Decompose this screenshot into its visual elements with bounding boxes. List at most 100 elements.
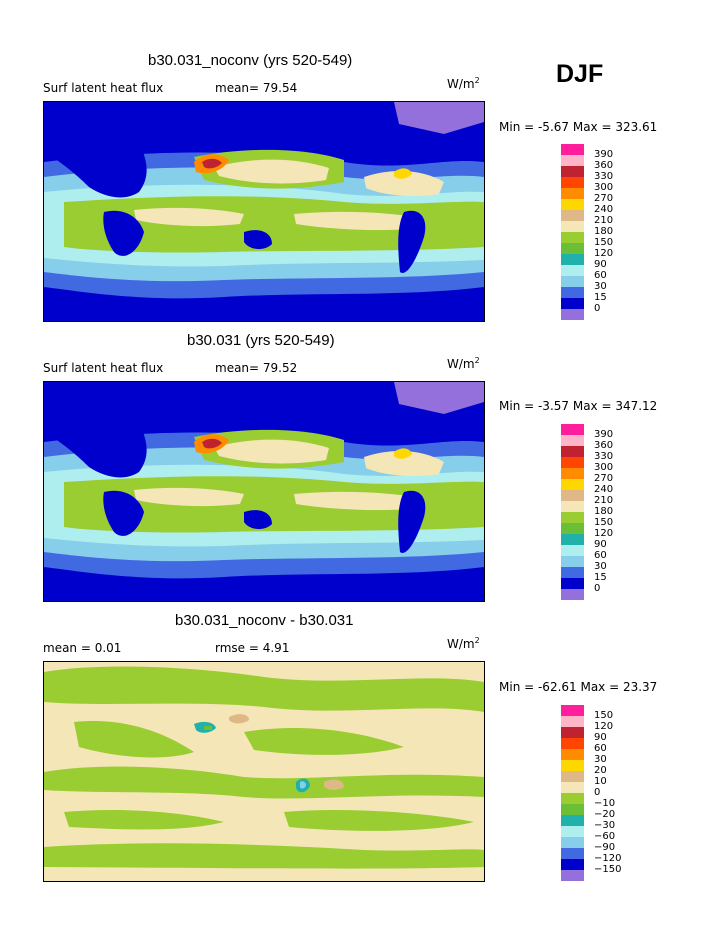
- colorbar-label: 180: [594, 226, 614, 237]
- colorbar-label: 15: [594, 572, 607, 583]
- colorbar-swatch: [561, 457, 584, 468]
- colorbar-label: 300: [594, 182, 614, 193]
- colorbar-label: 150: [594, 237, 614, 248]
- season-label: DJF: [556, 60, 604, 88]
- colorbar-label: 270: [594, 193, 614, 204]
- colorbar-label: 0: [594, 787, 601, 798]
- colorbar-label: 390: [594, 429, 614, 440]
- panel-3-map-field: [44, 662, 484, 881]
- panel-2-minmax: Min = -3.57 Max = 347.12: [499, 399, 658, 413]
- colorbar-swatch: [561, 771, 584, 782]
- colorbar-swatch: [561, 705, 584, 716]
- colorbar-swatch: [561, 727, 584, 738]
- colorbar-label: 90: [594, 539, 607, 550]
- colorbar-label: 210: [594, 495, 614, 506]
- colorbar-swatch: [561, 870, 584, 881]
- colorbar-swatch: [561, 512, 584, 523]
- colorbar-label: 60: [594, 550, 607, 561]
- colorbar-swatch: [561, 221, 584, 232]
- colorbar-swatch: [561, 276, 584, 287]
- colorbar-label: 360: [594, 160, 614, 171]
- colorbar-swatch: [561, 523, 584, 534]
- colorbar-swatch: [561, 435, 584, 446]
- colorbar-swatch: [561, 177, 584, 188]
- colorbar-label: 30: [594, 754, 607, 765]
- colorbar-swatch: [561, 716, 584, 727]
- colorbar-label: 120: [594, 721, 614, 732]
- panel-3-title: b30.031_noconv - b30.031: [175, 612, 354, 629]
- colorbar-label: 30: [594, 281, 607, 292]
- colorbar-swatch: [561, 501, 584, 512]
- colorbar-swatch: [561, 188, 584, 199]
- colorbar-label: 0: [594, 583, 601, 594]
- colorbar-label: −90: [594, 842, 616, 853]
- panel-1-map: [43, 101, 485, 322]
- colorbar-label: 120: [594, 248, 614, 259]
- colorbar-swatch: [561, 298, 584, 309]
- panel-2-units: W/m2: [447, 356, 480, 371]
- colorbar-swatch: [561, 144, 584, 155]
- colorbar-label: 15: [594, 292, 607, 303]
- colorbar-swatch: [561, 782, 584, 793]
- colorbar-swatch: [561, 793, 584, 804]
- colorbar-swatch: [561, 287, 584, 298]
- colorbar-swatch: [561, 265, 584, 276]
- panel-1-minmax: Min = -5.67 Max = 323.61: [499, 120, 658, 134]
- colorbar-label: 300: [594, 462, 614, 473]
- colorbar-label: 90: [594, 732, 607, 743]
- panel-1-variable-label: Surf latent heat flux: [43, 81, 164, 95]
- colorbar-label: 360: [594, 440, 614, 451]
- panel-1-title: b30.031_noconv (yrs 520-549): [148, 52, 353, 69]
- colorbar-swatch: [561, 254, 584, 265]
- panel-1-units: W/m2: [447, 76, 480, 91]
- panel-3-mean-label: mean = 0.01: [43, 641, 122, 655]
- panel-3-map: [43, 661, 485, 882]
- colorbar-swatch: [561, 848, 584, 859]
- colorbar-swatch: [561, 589, 584, 600]
- colorbar-swatch: [561, 534, 584, 545]
- colorbar-swatch: [561, 738, 584, 749]
- colorbar-swatch: [561, 468, 584, 479]
- colorbar-label: 10: [594, 776, 607, 787]
- panel-3-rmse-label: rmse = 4.91: [215, 641, 290, 655]
- colorbar-label: 270: [594, 473, 614, 484]
- panel-3-minmax: Min = -62.61 Max = 23.37: [499, 680, 658, 694]
- colorbar-swatch: [561, 199, 584, 210]
- colorbar-swatch: [561, 815, 584, 826]
- colorbar-swatch: [561, 166, 584, 177]
- colorbar-label: −20: [594, 809, 616, 820]
- colorbar-label: 0: [594, 303, 601, 314]
- colorbar-label: 330: [594, 171, 614, 182]
- panel-2-variable-label: Surf latent heat flux: [43, 361, 164, 375]
- colorbar-label: −150: [594, 864, 622, 875]
- panel-3-units: W/m2: [447, 636, 480, 651]
- panel-1-map-field: [44, 102, 484, 321]
- colorbar-swatch: [561, 446, 584, 457]
- colorbar-swatch: [561, 424, 584, 435]
- colorbar-swatch: [561, 243, 584, 254]
- colorbar-swatch: [561, 578, 584, 589]
- colorbar-swatch: [561, 232, 584, 243]
- colorbar-swatch: [561, 749, 584, 760]
- panel-2-mean-label: mean= 79.52: [215, 361, 298, 375]
- panel-2-title: b30.031 (yrs 520-549): [187, 332, 335, 349]
- colorbar-label: 390: [594, 149, 614, 160]
- colorbar-label: 240: [594, 204, 614, 215]
- colorbar-label: 60: [594, 743, 607, 754]
- colorbar-swatch: [561, 859, 584, 870]
- colorbar-label: 20: [594, 765, 607, 776]
- panel-1-mean-label: mean= 79.54: [215, 81, 298, 95]
- colorbar-swatch: [561, 545, 584, 556]
- colorbar-label: 60: [594, 270, 607, 281]
- colorbar-swatch: [561, 210, 584, 221]
- colorbar-swatch: [561, 567, 584, 578]
- colorbar-label: 210: [594, 215, 614, 226]
- colorbar-label: −120: [594, 853, 622, 864]
- colorbar-label: −10: [594, 798, 616, 809]
- panel-2-map-field: [44, 382, 484, 601]
- colorbar-swatch: [561, 479, 584, 490]
- colorbar-label: 330: [594, 451, 614, 462]
- colorbar-label: −30: [594, 820, 616, 831]
- colorbar-label: 150: [594, 710, 614, 721]
- colorbar-swatch: [561, 309, 584, 320]
